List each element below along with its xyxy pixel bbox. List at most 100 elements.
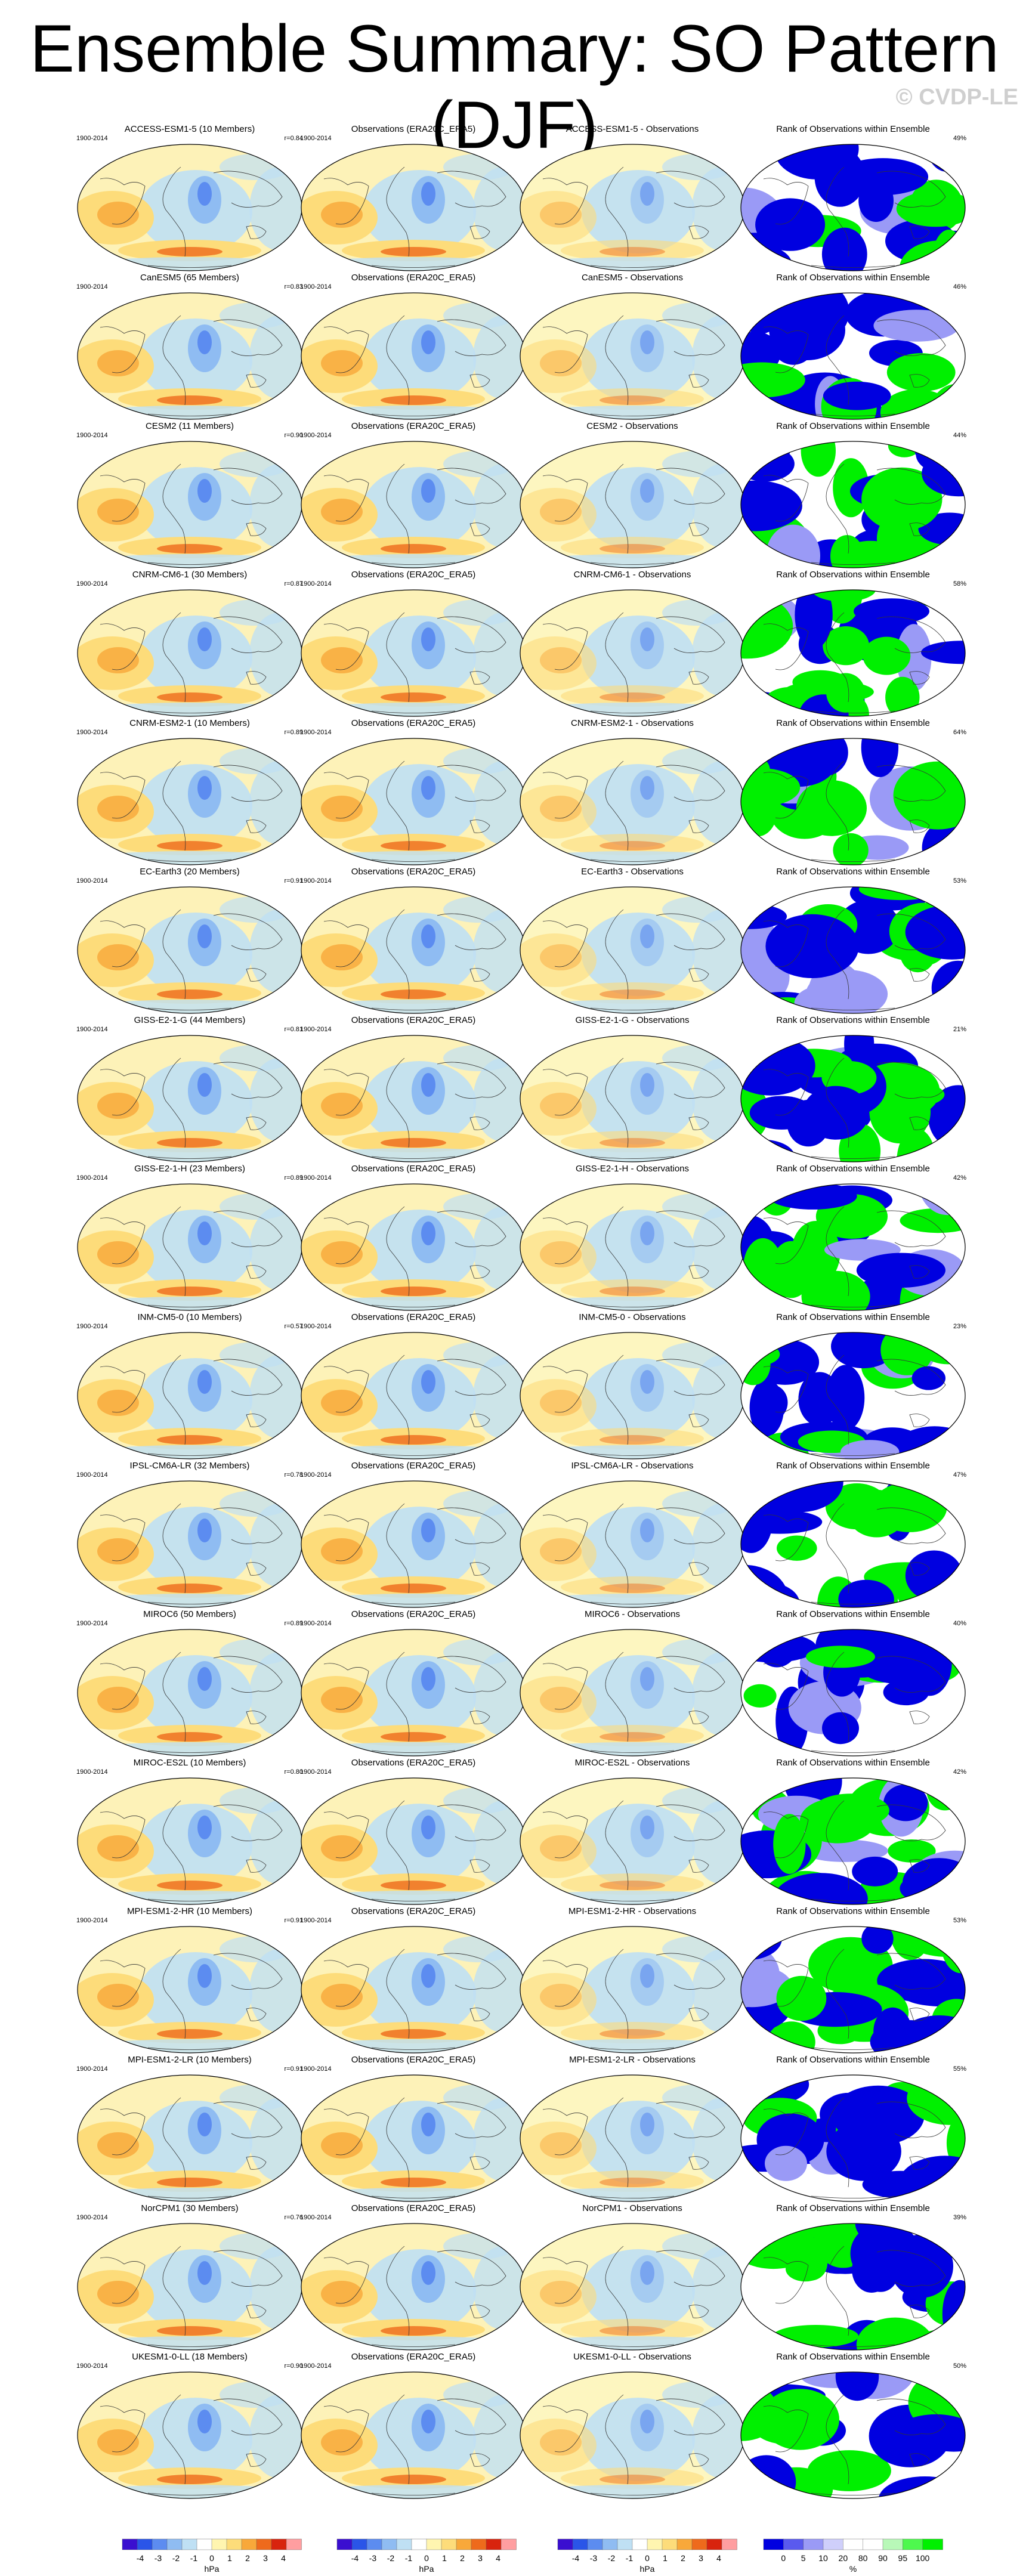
panel-title: Observations (ERA20C_ERA5) bbox=[351, 1312, 476, 1322]
rank-panel: Rank of Observations within Ensemble 44% bbox=[740, 421, 966, 570]
panel-row-ukesm1-0-ll: UKESM1-0-LL (18 Members) 1900-2014 r=0.90 O… bbox=[0, 2352, 1029, 2501]
panel-title: Rank of Observations within Ensemble bbox=[776, 124, 930, 134]
pattern-map bbox=[520, 589, 745, 717]
colorbar-swatch bbox=[426, 2538, 442, 2550]
rank-map bbox=[740, 2074, 966, 2202]
pattern-map bbox=[301, 1035, 526, 1162]
pattern-map bbox=[301, 1926, 526, 2054]
panel-title: Observations (ERA20C_ERA5) bbox=[351, 1609, 476, 1619]
pattern-correlation: r=0.91 bbox=[284, 1917, 304, 1924]
rank-map bbox=[740, 144, 966, 271]
panel-title: CNRM-ESM2-1 (10 Members) bbox=[129, 718, 250, 728]
obs-panel: Observations (ERA20C_ERA5) 1900-2014 bbox=[300, 1461, 527, 1610]
colorbar-tick-label: 100 bbox=[915, 2553, 930, 2563]
pattern-correlation: r=0.57 bbox=[284, 1323, 304, 1330]
rank-map bbox=[740, 1926, 966, 2054]
diff-panel: CNRM-ESM2-1 - Observations bbox=[519, 718, 746, 867]
colorbar-tick-label: -3 bbox=[154, 2553, 162, 2563]
model-panel: CanESM5 (65 Members) 1900-2014 r=0.83 bbox=[76, 273, 303, 422]
rank-panel: Rank of Observations within Ensemble 58% bbox=[740, 570, 966, 719]
colorbar-swatch bbox=[471, 2538, 487, 2550]
rank-percent: 64% bbox=[953, 729, 966, 736]
panel-title: MIROC-ES2L (10 Members) bbox=[133, 1758, 246, 1768]
colorbar-swatch bbox=[396, 2538, 412, 2550]
colorbar-swatch bbox=[602, 2538, 618, 2550]
period-label: 1900-2014 bbox=[300, 2065, 332, 2073]
panel-title: MPI-ESM1-2-HR - Observations bbox=[568, 1906, 697, 1916]
pattern-map bbox=[520, 1777, 745, 1905]
rank-map bbox=[740, 441, 966, 568]
pattern-map bbox=[77, 2074, 302, 2202]
pattern-map bbox=[520, 886, 745, 1014]
panel-title: NorCPM1 (30 Members) bbox=[141, 2203, 239, 2213]
pattern-map bbox=[301, 2371, 526, 2499]
pattern-map bbox=[520, 1629, 745, 1756]
model-panel: NorCPM1 (30 Members) 1900-2014 r=0.76 bbox=[76, 2203, 303, 2352]
panel-title: Observations (ERA20C_ERA5) bbox=[351, 570, 476, 580]
panel-title: Rank of Observations within Ensemble bbox=[776, 718, 930, 728]
colorbar-tick-label: 2 bbox=[245, 2553, 250, 2563]
model-panel: CESM2 (11 Members) 1900-2014 r=0.90 bbox=[76, 421, 303, 570]
colorbar-tick-label: 20 bbox=[838, 2553, 848, 2563]
colorbar-tick-label: -3 bbox=[369, 2553, 377, 2563]
colorbar-tick-label: 5 bbox=[801, 2553, 806, 2563]
colorbar-swatch bbox=[617, 2538, 633, 2550]
period-label: 1900-2014 bbox=[76, 2362, 108, 2370]
obs-panel: Observations (ERA20C_ERA5) 1900-2014 bbox=[300, 718, 527, 867]
rank-map bbox=[740, 292, 966, 420]
pattern-correlation: r=0.81 bbox=[284, 1026, 304, 1033]
pattern-map bbox=[520, 1332, 745, 1459]
colorbar-tick-label: 0 bbox=[781, 2553, 786, 2563]
rank-percent: 50% bbox=[953, 2362, 966, 2370]
panel-title: Rank of Observations within Ensemble bbox=[776, 1758, 930, 1768]
period-label: 1900-2014 bbox=[300, 877, 332, 885]
rank-map bbox=[740, 589, 966, 717]
panel-row-cesm2: CESM2 (11 Members) 1900-2014 r=0.90 Observa… bbox=[0, 421, 1029, 570]
colorbar-tick-label: -1 bbox=[404, 2553, 413, 2563]
rank-percent: 49% bbox=[953, 135, 966, 142]
pattern-map bbox=[77, 1926, 302, 2054]
obs-panel: Observations (ERA20C_ERA5) 1900-2014 bbox=[300, 867, 527, 1016]
pattern-map bbox=[520, 2223, 745, 2351]
pattern-map bbox=[520, 2371, 745, 2499]
rank-panel: Rank of Observations within Ensemble 40% bbox=[740, 1609, 966, 1758]
rank-map bbox=[740, 2371, 966, 2499]
period-label: 1900-2014 bbox=[300, 729, 332, 736]
panel-title: GISS-E2-1-H (23 Members) bbox=[134, 1164, 245, 1174]
period-label: 1900-2014 bbox=[300, 135, 332, 142]
colorbar-swatch bbox=[843, 2538, 864, 2550]
pattern-map bbox=[301, 441, 526, 568]
colorbar-swatches bbox=[336, 2538, 517, 2550]
pattern-correlation: r=0.89 bbox=[284, 729, 304, 736]
rank-panel: Rank of Observations within Ensemble 53% bbox=[740, 1906, 966, 2055]
colorbar-swatch bbox=[557, 2538, 573, 2550]
pattern-map bbox=[301, 2074, 526, 2202]
panel-row-inm-cm5-0: INM-CM5-0 (10 Members) 1900-2014 r=0.57 Obs… bbox=[0, 1312, 1029, 1461]
colorbar-tick-label: 1 bbox=[663, 2553, 668, 2563]
colorbar-swatch bbox=[706, 2538, 722, 2550]
pattern-map bbox=[301, 589, 526, 717]
diff-panel: CanESM5 - Observations bbox=[519, 273, 746, 422]
colorbar-units: % bbox=[849, 2564, 857, 2574]
pattern-correlation: r=0.87 bbox=[284, 580, 304, 587]
colorbar-swatch bbox=[763, 2538, 784, 2550]
period-label: 1900-2014 bbox=[76, 432, 108, 439]
period-label: 1900-2014 bbox=[76, 1917, 108, 1924]
colorbar-swatch bbox=[783, 2538, 804, 2550]
rank-map bbox=[740, 1183, 966, 1311]
period-label: 1900-2014 bbox=[76, 2214, 108, 2221]
period-label: 1900-2014 bbox=[76, 1471, 108, 1479]
colorbar-tick-label: 3 bbox=[478, 2553, 483, 2563]
colorbar-swatch bbox=[196, 2538, 212, 2550]
panel-title: INM-CM5-0 (10 Members) bbox=[137, 1312, 242, 1322]
diff-panel: IPSL-CM6A-LR - Observations bbox=[519, 1461, 746, 1610]
panel-title: Observations (ERA20C_ERA5) bbox=[351, 1906, 476, 1916]
colorbar-units: hPa bbox=[639, 2564, 655, 2574]
colorbar-swatch bbox=[411, 2538, 427, 2550]
colorbar-tick-label: -2 bbox=[387, 2553, 395, 2563]
panel-title: UKESM1-0-LL - Observations bbox=[573, 2352, 691, 2362]
panel-row-miroc-es2l: MIROC-ES2L (10 Members) 1900-2014 r=0.80 Ob… bbox=[0, 1758, 1029, 1907]
panel-title: GISS-E2-1-H - Observations bbox=[575, 1164, 690, 1174]
rank-percent: 21% bbox=[953, 1026, 966, 1033]
colorbar: -4 -3 -2 -1 0 1 2 3 4 hPa bbox=[555, 2538, 740, 2574]
